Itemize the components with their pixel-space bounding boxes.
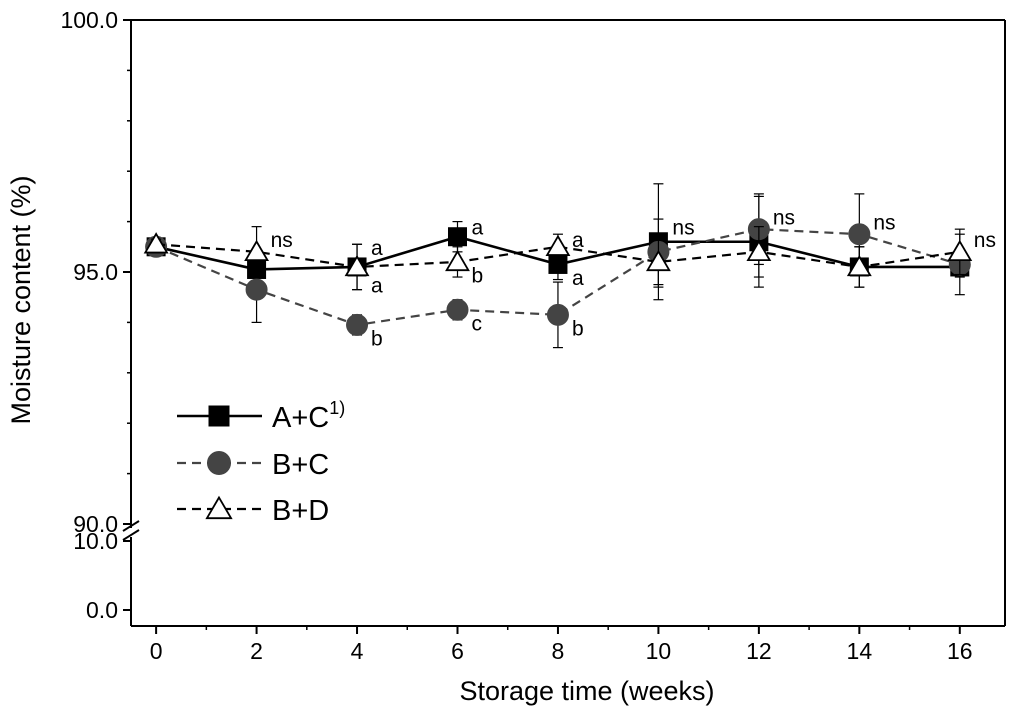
significance-label: ns	[672, 217, 694, 240]
x-tick-label: 16	[947, 638, 973, 664]
y-tick-label: 100.0	[60, 7, 118, 33]
data-point	[143, 232, 169, 254]
legend-marker	[208, 405, 230, 427]
legend-superscript: 1)	[329, 398, 345, 418]
axis-break-mark	[122, 520, 140, 532]
legend-label-text: A+C	[272, 402, 329, 434]
data-point	[446, 298, 469, 321]
y-tick-label: 90.0	[73, 511, 118, 537]
legend-label-text: B+D	[272, 495, 329, 527]
x-tick-label: 12	[746, 638, 772, 664]
data-point	[245, 278, 268, 301]
y-tick-label: 95.0	[73, 259, 118, 285]
y-axis: 90.0 95.0 100.0 0.0 10.0	[60, 7, 131, 623]
series-layer	[143, 183, 973, 349]
data-point	[645, 249, 671, 272]
significance-label: a	[371, 237, 383, 260]
legend: A+C1) B+C B+D	[177, 398, 345, 527]
significance-label: ns	[773, 207, 795, 230]
significance-label: ns	[974, 229, 996, 252]
legend-label: B+D	[272, 495, 329, 527]
significance-label: ns	[271, 229, 293, 252]
data-point	[445, 249, 470, 272]
plot-frame	[122, 19, 1006, 627]
legend-entry-b-d: B+D	[177, 495, 329, 527]
significance-label: c	[471, 312, 482, 335]
data-point	[346, 313, 369, 336]
legend-entry-a-c: A+C1)	[177, 398, 345, 434]
data-point	[848, 223, 871, 246]
data-point	[546, 303, 569, 326]
axis-break-mark	[122, 529, 140, 541]
x-tick-label: 4	[351, 638, 364, 664]
x-tick-label: 10	[646, 638, 672, 664]
legend-entry-b-c: B+C	[177, 449, 329, 481]
data-point	[846, 254, 872, 277]
significance-label: a	[572, 267, 584, 290]
x-tick-label: 0	[150, 638, 163, 664]
x-tick-label: 14	[847, 638, 873, 664]
significance-label: b	[572, 317, 584, 340]
x-axis: 0 2 4 6 8 10 12 14 16	[150, 626, 973, 664]
data-point	[244, 239, 270, 262]
data-point	[447, 227, 467, 247]
data-point	[545, 234, 571, 256]
x-tick-label: 2	[250, 638, 263, 664]
legend-marker	[205, 495, 233, 520]
legend-label: A+C1)	[272, 398, 345, 434]
x-tick-label: 8	[552, 638, 565, 664]
significance-label: b	[371, 328, 383, 351]
y-axis-title: Moisture content (%)	[6, 175, 36, 424]
x-axis-title: Storage time (weeks)	[459, 676, 714, 706]
legend-label: B+C	[272, 449, 329, 481]
data-point	[344, 254, 370, 277]
legend-label-text: B+C	[272, 449, 329, 481]
data-point	[947, 239, 973, 262]
y-tick-label: 10.0	[73, 528, 118, 554]
series-line	[155, 228, 961, 327]
significance-label: b	[471, 265, 483, 288]
significance-label: a	[572, 229, 584, 252]
significance-label: ns	[873, 212, 895, 235]
data-point	[746, 239, 772, 262]
x-tick-label: 6	[451, 638, 464, 664]
y-tick-label: 0.0	[86, 597, 118, 623]
significance-label: a	[471, 217, 483, 240]
significance-label: a	[371, 275, 383, 298]
legend-marker	[207, 451, 231, 475]
series-b-d	[143, 226, 973, 291]
